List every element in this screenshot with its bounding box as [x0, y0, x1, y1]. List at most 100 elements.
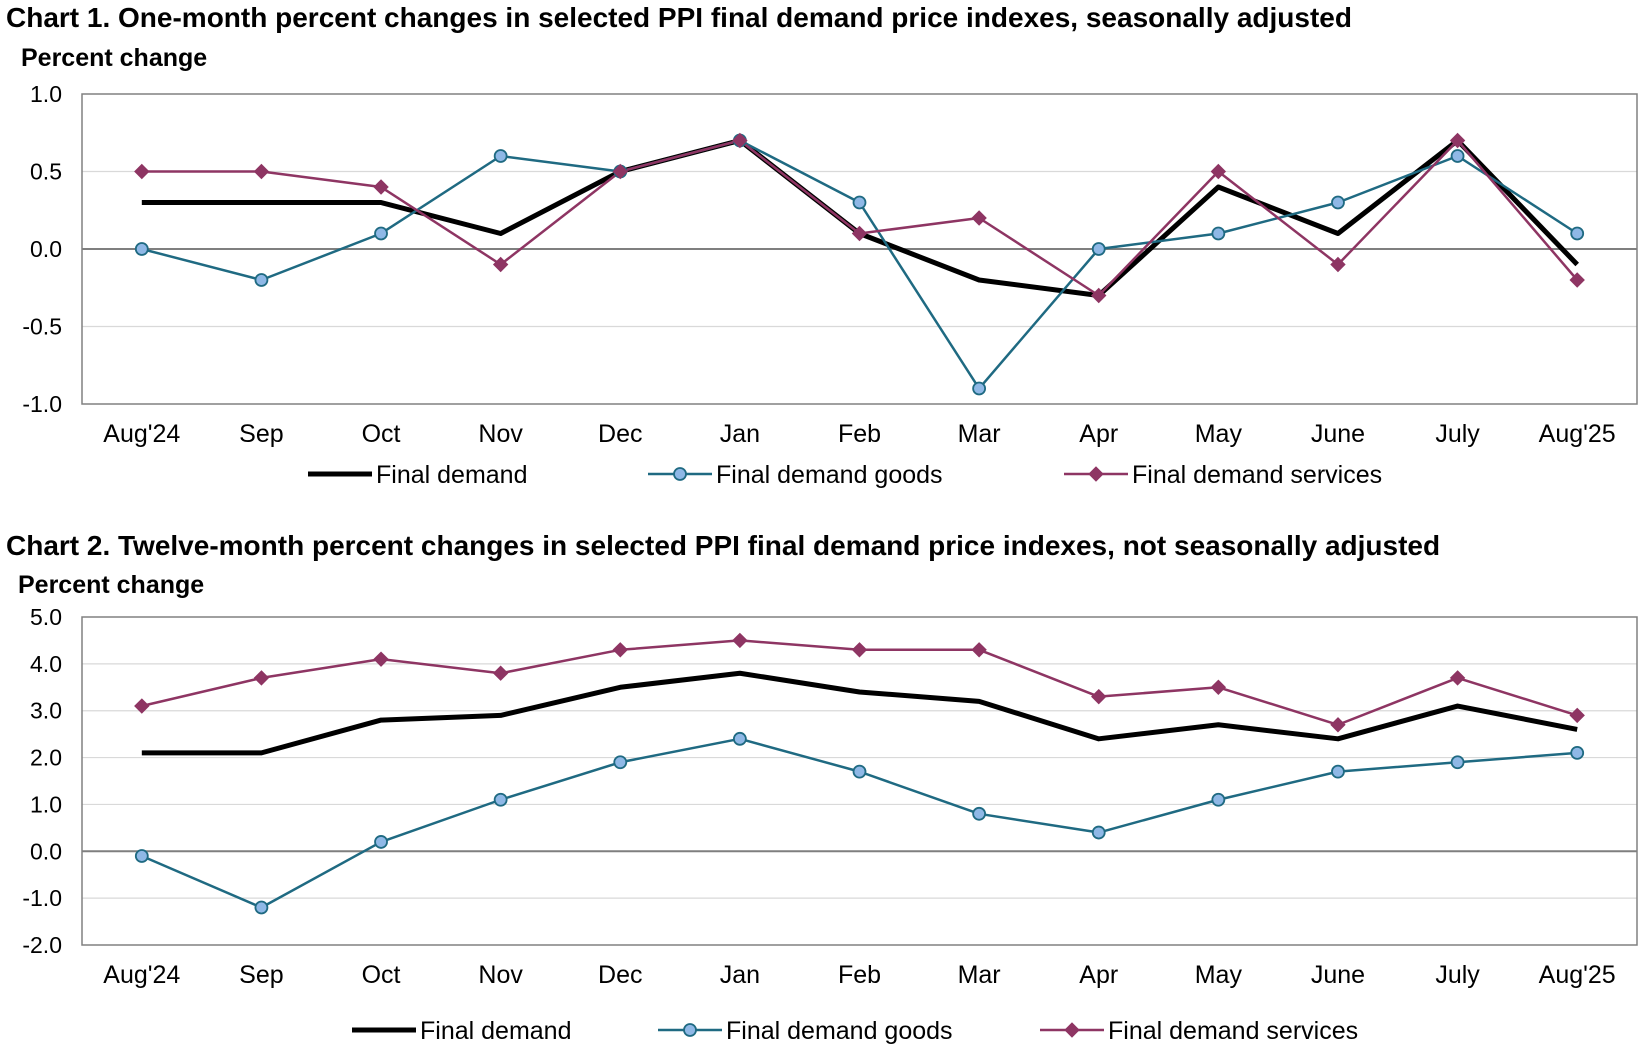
legend-marker	[673, 467, 687, 481]
x-tick-label: Dec	[598, 420, 642, 448]
legend-marker	[1064, 1022, 1080, 1038]
y-tick-label: -2.0	[22, 932, 62, 958]
x-tick-label: May	[1195, 961, 1243, 989]
legend-marker	[1088, 466, 1104, 482]
data-point-final-demand-services	[1569, 272, 1585, 288]
x-tick-label: Mar	[958, 420, 1001, 448]
data-point-final-demand-goods	[1211, 792, 1226, 807]
legend-entry-final-demand: Final demand	[308, 461, 527, 489]
x-tick-label: Sep	[239, 420, 283, 448]
data-point-final-demand-services	[851, 225, 868, 242]
data-point-final-demand-goods	[972, 381, 987, 396]
x-tick-label: Dec	[598, 961, 642, 989]
data-point-final-demand-services	[373, 179, 389, 195]
data-point-final-demand-services	[253, 163, 270, 180]
x-tick-label: Apr	[1079, 961, 1118, 989]
data-point-final-demand-services	[1210, 679, 1227, 695]
data-point-final-demand-services	[492, 665, 509, 681]
x-tick-label: Jan	[720, 420, 760, 448]
x-tick-label: Aug'25	[1539, 961, 1616, 989]
x-tick-label: June	[1311, 961, 1365, 989]
x-tick-label: Sep	[239, 961, 283, 989]
data-point-final-demand-services	[134, 698, 150, 714]
data-point-final-demand-services	[612, 642, 628, 658]
data-point-final-demand-services	[1330, 256, 1346, 273]
data-point-final-demand-goods	[1091, 825, 1106, 840]
legend-label: Final demand	[420, 1017, 571, 1045]
x-tick-label: July	[1435, 961, 1480, 989]
data-point-final-demand-goods	[493, 792, 508, 807]
y-tick-label: 0.5	[30, 159, 62, 185]
legend-label: Final demand services	[1108, 1017, 1358, 1045]
data-point-final-demand-goods	[254, 273, 269, 287]
x-tick-label: June	[1311, 420, 1365, 448]
y-tick-label: 3.0	[30, 698, 62, 724]
series-line-final-demand	[141, 670, 1578, 756]
x-tick-label: Oct	[362, 961, 401, 989]
x-tick-label: Aug'25	[1539, 420, 1616, 448]
data-point-final-demand-goods	[134, 242, 149, 256]
y-axis-label: Percent change	[18, 571, 205, 599]
data-point-final-demand-services	[1091, 688, 1107, 705]
data-point-final-demand-services	[253, 670, 270, 686]
legend-entry-final-demand-services: Final demand services	[1064, 461, 1382, 489]
x-tick-label: Apr	[1079, 420, 1118, 448]
data-point-final-demand-services	[1449, 670, 1466, 686]
data-point-final-demand-services	[373, 651, 389, 667]
data-point-final-demand-goods	[1570, 745, 1585, 760]
legend-marker	[683, 1023, 697, 1037]
data-point-final-demand-goods	[852, 764, 867, 779]
legend-entry-final-demand: Final demand	[352, 1017, 571, 1045]
legend-label: Final demand goods	[716, 461, 943, 489]
legend-label: Final demand	[376, 461, 527, 489]
data-point-final-demand-services	[1569, 707, 1585, 724]
data-point-final-demand-goods	[613, 755, 628, 770]
data-point-final-demand-goods	[134, 849, 149, 863]
data-point-final-demand-goods	[1450, 755, 1465, 770]
chart-title: Chart 1. One-month percent changes in se…	[6, 2, 1352, 33]
data-point-final-demand-goods	[1570, 226, 1585, 241]
data-point-final-demand-services	[1330, 717, 1346, 733]
y-tick-label: 0.0	[30, 838, 62, 864]
data-point-final-demand-goods	[1211, 226, 1226, 241]
legend-label: Final demand goods	[726, 1017, 953, 1045]
data-point-final-demand-goods	[852, 195, 867, 210]
data-point-final-demand-services	[971, 210, 987, 226]
data-point-final-demand-services	[851, 642, 868, 658]
x-tick-label: Oct	[362, 420, 401, 448]
data-point-final-demand-services	[1449, 132, 1466, 149]
data-point-final-demand-goods	[1091, 242, 1106, 256]
x-tick-label: Jan	[720, 961, 760, 989]
data-point-final-demand-goods	[374, 226, 388, 241]
data-point-final-demand-goods	[1331, 764, 1345, 779]
chart-1: Chart 1. One-month percent changes in se…	[0, 0, 1643, 500]
data-point-final-demand-services	[971, 642, 987, 658]
legend-entry-final-demand-goods: Final demand goods	[658, 1017, 953, 1045]
x-tick-label: Feb	[838, 420, 881, 448]
y-tick-label: -1.0	[22, 885, 62, 911]
x-tick-label: Aug'24	[103, 420, 180, 448]
x-tick-label: Mar	[958, 961, 1001, 989]
x-tick-label: Nov	[478, 420, 523, 448]
x-tick-label: Aug'24	[103, 961, 180, 989]
legend-entry-final-demand-goods: Final demand goods	[648, 461, 943, 489]
x-tick-label: Nov	[478, 961, 523, 989]
chart-1-plot: -1.0 -0.5 0.0 0.5 1.0 Aug'24 Sep Oct Nov Dec Jan Fe…	[22, 81, 1638, 489]
y-tick-label: 1.0	[30, 81, 62, 107]
legend-entry-final-demand-services: Final demand services	[1040, 1017, 1358, 1045]
data-point-final-demand-goods	[972, 806, 987, 821]
data-point-final-demand-goods	[254, 900, 269, 915]
data-point-final-demand-services	[732, 632, 748, 649]
data-point-final-demand-goods	[1331, 195, 1345, 210]
chart-title: Chart 2. Twelve-month percent changes in…	[6, 530, 1441, 561]
y-tick-label: -0.5	[22, 314, 62, 340]
x-tick-label: Feb	[838, 961, 881, 989]
data-point-final-demand-services	[1210, 163, 1227, 180]
data-point-final-demand-services	[492, 256, 509, 273]
y-tick-label: 0.0	[30, 236, 62, 262]
y-tick-label: 4.0	[30, 651, 62, 677]
data-point-final-demand-goods	[1450, 149, 1465, 163]
data-point-final-demand-services	[1091, 287, 1107, 304]
